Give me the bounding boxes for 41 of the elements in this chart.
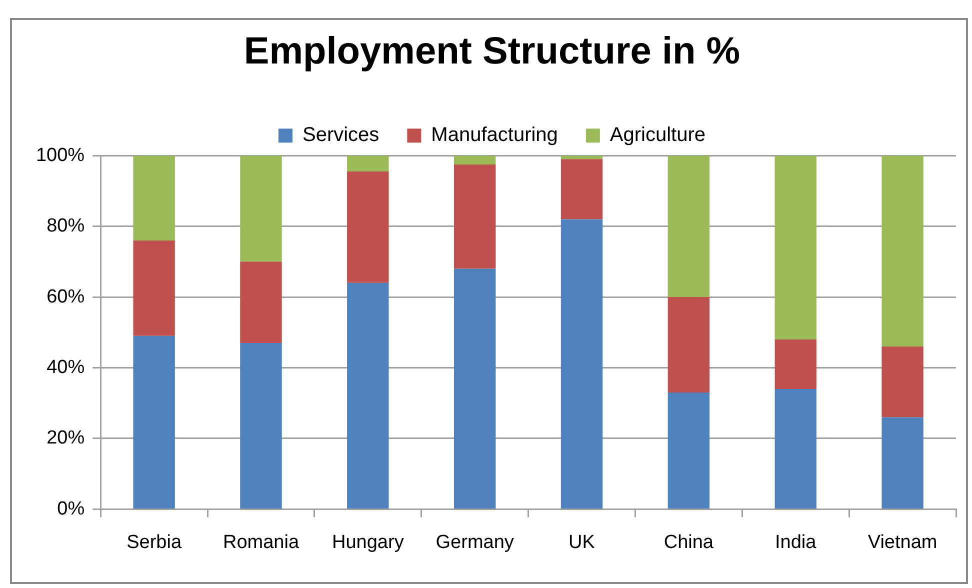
bar xyxy=(347,156,389,172)
bar xyxy=(668,392,710,508)
legend-label: Services xyxy=(302,124,380,146)
bar xyxy=(560,159,603,220)
bar xyxy=(668,156,710,298)
bar xyxy=(240,262,282,344)
x-tick-label: Serbia xyxy=(126,532,182,553)
y-tick-label: 80% xyxy=(46,216,85,237)
bar xyxy=(133,336,175,508)
bar xyxy=(774,156,816,340)
y-tick-label: 100% xyxy=(36,144,85,166)
x-tick-label: Vietnam xyxy=(868,532,938,553)
x-tick-label: India xyxy=(775,532,817,553)
bar xyxy=(240,343,282,508)
bar xyxy=(882,346,924,418)
bar xyxy=(133,240,175,336)
bar xyxy=(774,388,816,508)
bar xyxy=(668,297,710,393)
legend-label: Agriculture xyxy=(610,124,706,146)
y-tick-label: 20% xyxy=(46,428,85,449)
bar xyxy=(347,282,389,508)
bar xyxy=(454,164,496,269)
bar xyxy=(560,219,603,508)
legend-label: Manufacturing xyxy=(431,124,558,146)
bar xyxy=(882,156,924,347)
chart-title: Employment Structure in % xyxy=(244,30,740,72)
bar xyxy=(133,156,175,240)
x-tick-label: Germany xyxy=(436,532,514,553)
bar xyxy=(882,417,924,508)
bar xyxy=(774,339,816,389)
bar xyxy=(454,268,496,508)
bar xyxy=(454,156,496,164)
x-tick-label: Romania xyxy=(222,532,300,553)
x-tick-label: Hungary xyxy=(332,532,404,553)
bar xyxy=(347,172,389,283)
y-tick-label: 60% xyxy=(46,286,85,308)
y-tick-label: 0% xyxy=(57,498,85,520)
bar xyxy=(240,156,282,262)
x-tick-label: UK xyxy=(568,532,596,553)
y-tick-label: 40% xyxy=(46,356,85,378)
x-tick-label: China xyxy=(664,532,714,553)
